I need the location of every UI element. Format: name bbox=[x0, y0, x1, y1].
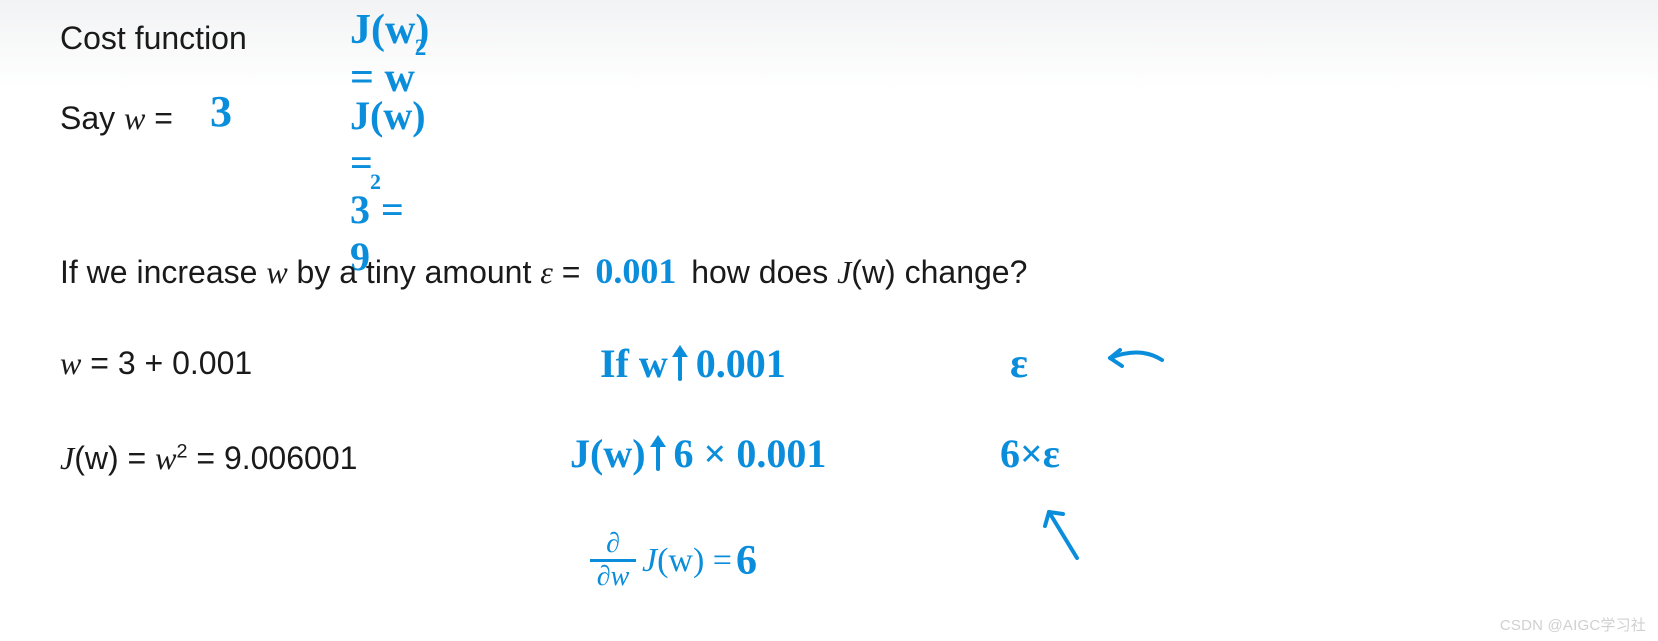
annot-if-w-up: If w 0.001 bbox=[600, 340, 786, 387]
hand-eps-val: 0.001 bbox=[595, 251, 676, 291]
row-question: If we increase w by a tiny amount ε = 0.… bbox=[60, 250, 1027, 292]
handwritten-jw-eq-w2: J(w) = w2 bbox=[350, 6, 429, 102]
w5: w bbox=[155, 440, 176, 476]
slide-page: Cost function J(w) = w2 Say w = 3 J(w) =… bbox=[0, 0, 1658, 641]
jw-eq-expr: J(w) = w2 = 9.006001 bbox=[60, 440, 357, 477]
left-arrow-icon bbox=[1100, 338, 1170, 372]
annot-eps-symbol: ε bbox=[1010, 340, 1028, 388]
text-eq: = bbox=[145, 100, 173, 136]
watermark-text: CSDN @AIGC学习社 bbox=[1500, 614, 1646, 635]
annot-jw-up: J(w) 6 × 0.001 bbox=[570, 430, 826, 477]
partial-fraction: ∂ ∂w bbox=[590, 530, 636, 591]
w-eq-expr: w = 3 + 0.001 bbox=[60, 345, 252, 382]
q-J: J bbox=[837, 254, 851, 290]
hand-exp: 2 bbox=[415, 34, 427, 60]
q-eq: = bbox=[553, 254, 589, 290]
var-w: w bbox=[124, 100, 145, 136]
q-mid: by a tiny amount bbox=[288, 254, 541, 290]
w4-expr: = 3 + 0.001 bbox=[81, 345, 252, 381]
J5: J bbox=[60, 440, 74, 476]
row-w-plus: w = 3 + 0.001 bbox=[60, 345, 252, 382]
label-say-w: Say w = bbox=[60, 100, 173, 137]
partial-top: ∂ bbox=[606, 530, 620, 558]
text-say: Say bbox=[60, 100, 124, 136]
q-w: w bbox=[266, 254, 287, 290]
up-arrow-icon bbox=[670, 343, 690, 383]
pJ: J bbox=[642, 542, 657, 579]
q-post2: change? bbox=[896, 254, 1028, 290]
annot-if-val: 0.001 bbox=[696, 341, 786, 386]
annot-jw-val: 6 × 0.001 bbox=[674, 431, 827, 476]
question-text: If we increase w by a tiny amount ε = 0.… bbox=[60, 250, 1027, 292]
row-cost-function: Cost function J(w) = w2 bbox=[60, 20, 247, 57]
partial-bot: ∂w bbox=[597, 563, 630, 591]
q-Jparen: (w) bbox=[851, 254, 895, 290]
row-say-w: Say w = 3 J(w) = 32= 9 bbox=[60, 100, 173, 137]
eq5a: = bbox=[119, 440, 155, 476]
row-jw-value: J(w) = w2 = 9.006001 bbox=[60, 440, 357, 477]
diag-arrow-icon bbox=[1035, 500, 1095, 570]
label-cost-function: Cost function bbox=[60, 20, 247, 57]
pEq: = bbox=[704, 542, 732, 579]
q-pre: If we increase bbox=[60, 254, 266, 290]
q-eps: ε bbox=[540, 254, 553, 290]
partial-J: J(w) = bbox=[642, 542, 732, 580]
up-arrow-icon-2 bbox=[648, 433, 668, 473]
annot-6-eps: 6×ε bbox=[1000, 430, 1060, 477]
annot-if-pre: If w bbox=[600, 341, 668, 386]
J5-paren: (w) bbox=[74, 440, 118, 476]
row-partial-derivative: ∂ ∂w J(w) = 6 bbox=[590, 530, 757, 591]
eq5b: = 9.006001 bbox=[187, 440, 357, 476]
hand-exp2: 2 bbox=[370, 169, 381, 194]
q-post1: how does bbox=[682, 254, 837, 290]
hand-J2: J(w) bbox=[350, 93, 426, 138]
w4: w bbox=[60, 345, 81, 381]
exp5: 2 bbox=[176, 440, 187, 462]
hand-val-3: 3 bbox=[210, 86, 232, 137]
annot-jw-J: J(w) bbox=[570, 431, 646, 476]
partial-val-6: 6 bbox=[736, 537, 757, 585]
pJparen: (w) bbox=[657, 542, 704, 579]
